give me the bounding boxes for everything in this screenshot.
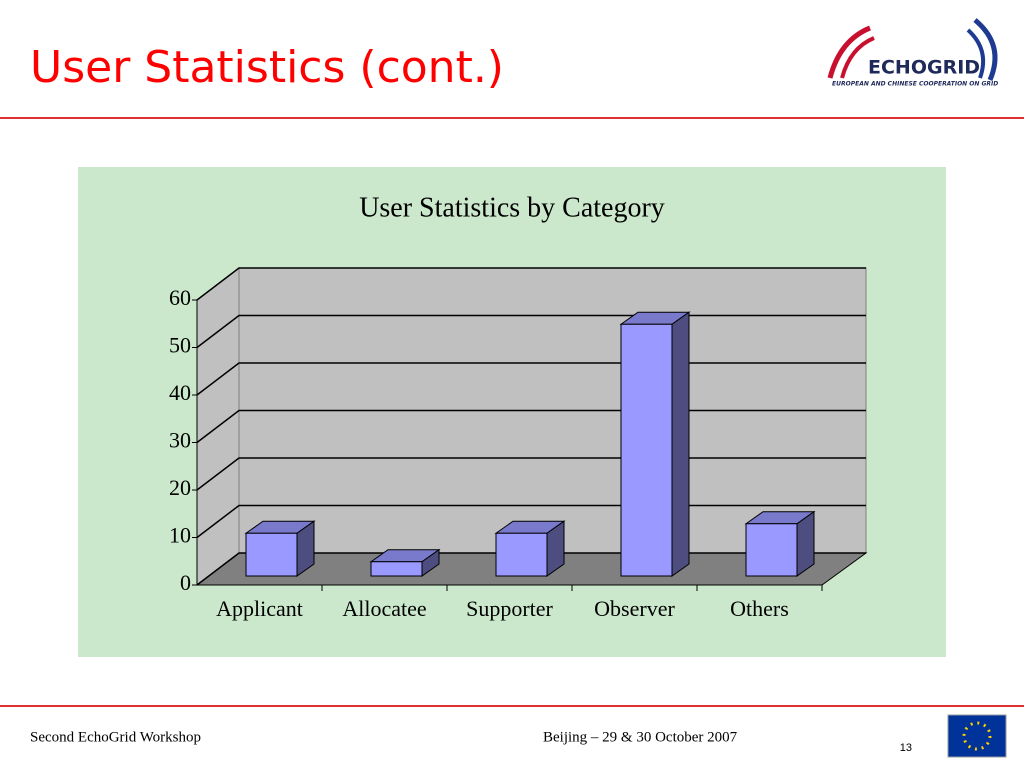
- page-number: 13: [900, 742, 912, 754]
- x-tick-label: Others: [730, 596, 789, 621]
- y-tick-label: 60: [169, 285, 191, 310]
- logo-text: ECHOGRID: [868, 57, 980, 79]
- flag: [947, 714, 1007, 758]
- bar-front: [620, 323, 673, 577]
- y-tick-label: 50: [169, 333, 191, 358]
- bar-front: [245, 532, 298, 577]
- logo-arc: [827, 25, 871, 79]
- x-tick-label: Supporter: [466, 596, 553, 621]
- plot: 0 10 20 30 40 50 60 Applicant Allocatee Supporter…: [169, 266, 868, 621]
- logo-arc: [973, 18, 998, 81]
- footer-left: Second EchoGrid Workshop: [30, 729, 201, 745]
- logo-tagline: EUROPEAN AND CHINESE COOPERATION ON GRID: [832, 81, 998, 88]
- bar-front: [495, 532, 548, 577]
- y-tick-label: 40: [169, 380, 191, 405]
- y-tick-label: 0: [180, 570, 191, 595]
- slide-title: User Statistics (cont.): [30, 42, 504, 93]
- bar: [244, 520, 316, 577]
- x-tick-label: Allocatee: [342, 596, 426, 621]
- bar-front: [745, 523, 798, 577]
- flag-stars: [962, 721, 992, 751]
- y-tick-label: 10: [169, 523, 191, 548]
- chart-title: User Statistics by Category: [359, 192, 665, 223]
- footer-center: Beijing – 29 & 30 October 2007: [543, 729, 738, 745]
- bar-side: [671, 311, 690, 577]
- bar: [744, 510, 816, 577]
- logo-arc: [966, 28, 985, 79]
- bar: [619, 311, 691, 577]
- x-tick-label: Observer: [594, 596, 675, 621]
- bar: [369, 548, 441, 577]
- logo: ECHOGRID EUROPEAN AND CHINESE COOPERATIO…: [827, 18, 998, 88]
- y-tick-label: 20: [169, 475, 191, 500]
- logo-arc: [840, 36, 875, 79]
- grid-line: [196, 267, 866, 301]
- bar-front: [370, 561, 423, 577]
- eu-flag: [947, 714, 1007, 758]
- y-tick-label: 30: [169, 428, 191, 453]
- bar: [494, 520, 566, 577]
- x-tick-label: Applicant: [216, 596, 303, 621]
- bar-side: [796, 510, 815, 577]
